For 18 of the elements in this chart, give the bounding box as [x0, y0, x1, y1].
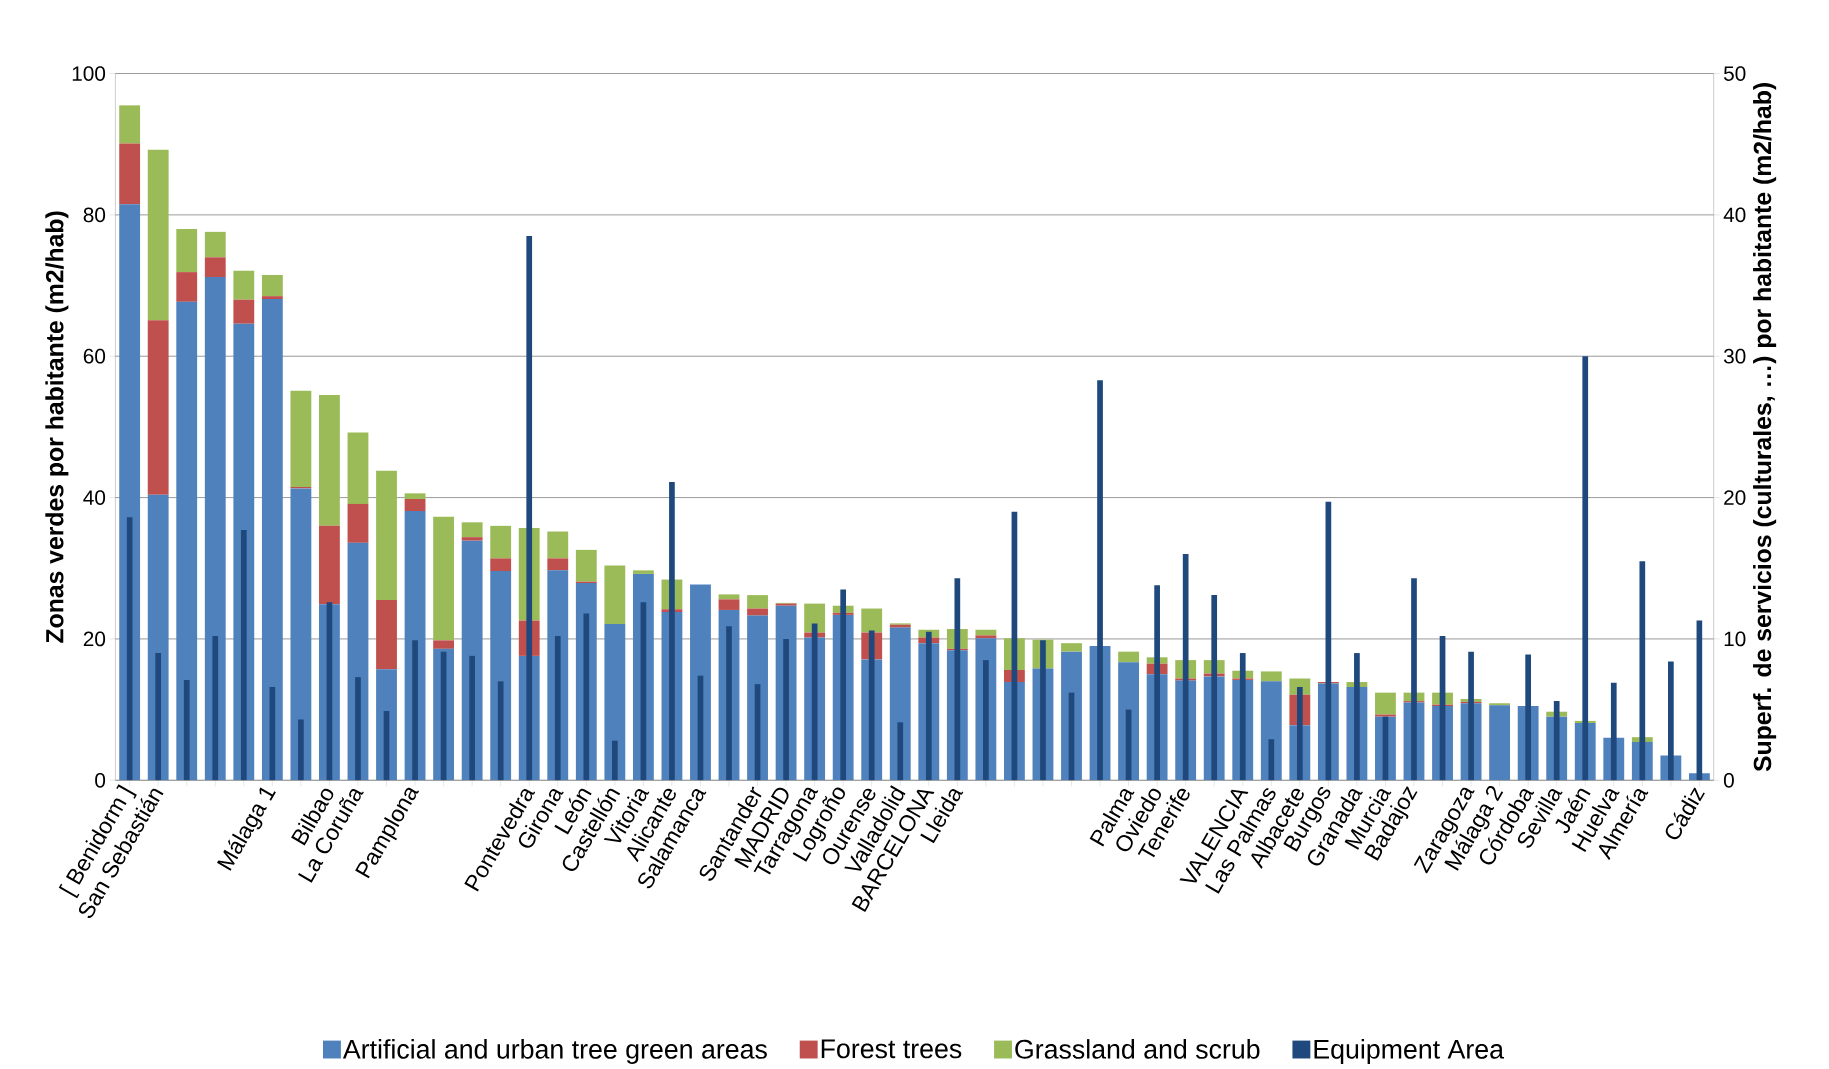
y2-tick-label: 10	[1724, 631, 1746, 647]
legend-label: Equipment Area	[1314, 1039, 1505, 1065]
legend-label: Forest trees	[821, 1039, 962, 1059]
y-tick-label: 100	[72, 66, 106, 82]
y2-tick-label: 30	[1723, 349, 1746, 364]
legend-label: Grassland and scrub	[1015, 1039, 1260, 1059]
y-tick-label: 60	[83, 349, 106, 364]
y2-tick-label: 40	[1723, 207, 1746, 223]
y-tick-label: 0	[95, 773, 106, 788]
legend-label: Artificial and urban tree green areas	[342, 1039, 767, 1065]
y2-axis-title: Superf. de servicios (culturales, …) por habitante (m2/hab)	[1753, 83, 1777, 772]
y2-tick-label: 0	[1723, 773, 1734, 788]
y-axis-title: Zonas verdes por habitante (m2/hab)	[45, 211, 69, 644]
y-tick-label: 80	[83, 207, 106, 223]
y2-tick-label: 20	[1724, 490, 1746, 506]
y2-tick-label: 50	[1723, 66, 1746, 82]
y-tick-label: 20	[83, 631, 106, 647]
y-tick-label: 40	[83, 490, 106, 506]
